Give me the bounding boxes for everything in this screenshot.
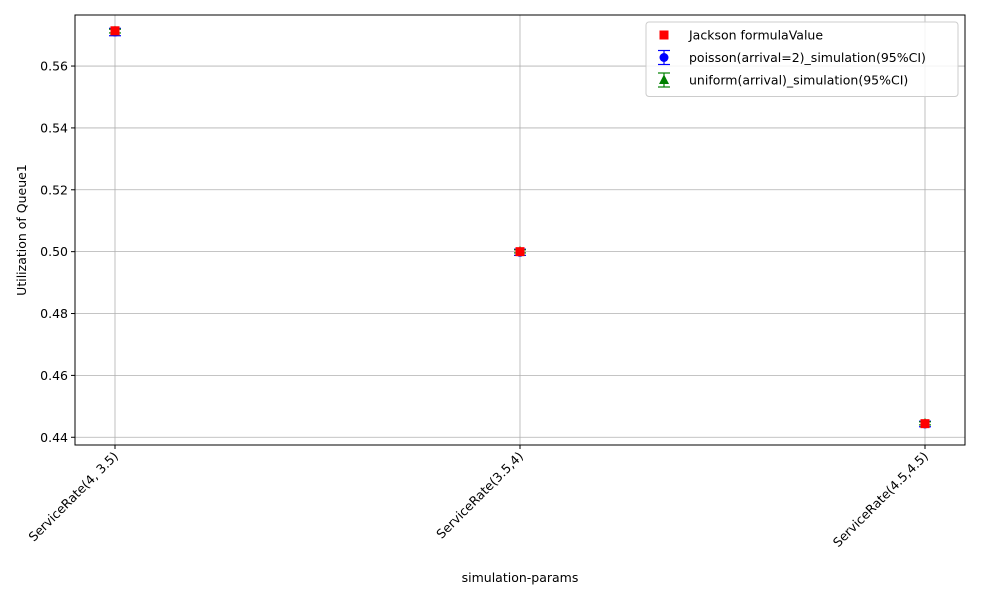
series-square-group <box>110 26 930 429</box>
legend-marker-circle <box>659 53 669 62</box>
y-tick-label: 0.48 <box>40 306 68 321</box>
marks-layer <box>109 25 931 429</box>
x-axis-label: simulation-params <box>462 570 579 585</box>
data-point-square <box>515 247 525 257</box>
legend-box <box>645 21 959 97</box>
y-axis-label: Utilization of Queue1 <box>14 164 29 296</box>
y-tick-label: 0.52 <box>40 182 68 197</box>
y-tick-label: 0.54 <box>40 120 68 135</box>
legend-label: poisson(arrival=2)_simulation(95%CI) <box>689 50 926 65</box>
legend-marker-triangle <box>659 74 669 84</box>
legend: Jackson formulaValue poisson(arrival=2)_s… <box>645 21 959 97</box>
legend-label: uniform(arrival)_simulation(95%CI) <box>689 73 908 88</box>
y-tick-label: 0.44 <box>40 430 68 445</box>
data-point-square <box>110 26 120 36</box>
y-tick-label: 0.46 <box>40 368 68 383</box>
legend-marker-square <box>659 30 669 40</box>
legend-label: Jackson formulaValue <box>688 28 823 43</box>
data-point-square <box>920 419 930 429</box>
y-tick-label: 0.50 <box>40 244 68 259</box>
y-tick-label: 0.56 <box>40 59 68 74</box>
